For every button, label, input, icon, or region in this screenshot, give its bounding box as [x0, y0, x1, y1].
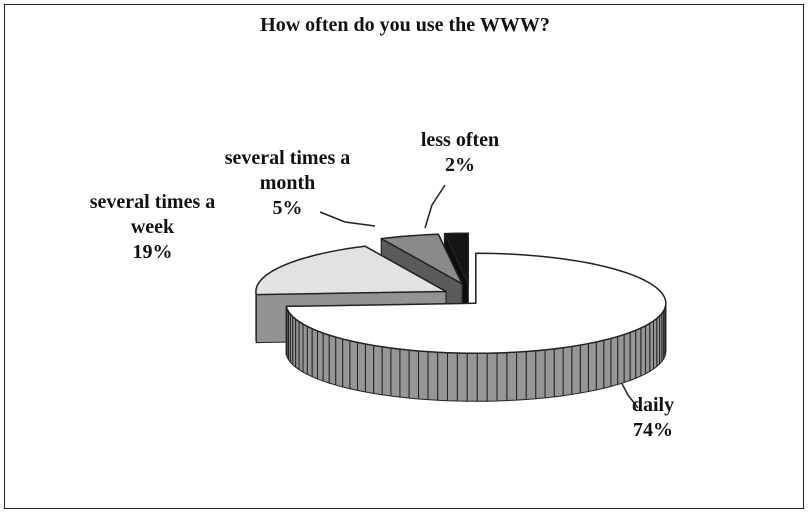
slice-side [466, 352, 478, 402]
category-label: daily [631, 394, 675, 416]
leader-lines [319, 184, 639, 409]
slice [443, 232, 469, 284]
slice [285, 252, 667, 355]
value-label: 2% [445, 154, 475, 176]
slice-side [381, 346, 392, 397]
slice [380, 233, 463, 285]
slice-side [316, 330, 324, 382]
slice-side [418, 350, 429, 401]
slice-side [525, 350, 537, 400]
slice-side [486, 352, 498, 402]
slice-label: less often 2% [400, 128, 520, 178]
slice-side [328, 334, 337, 386]
value-label: 19% [132, 241, 173, 263]
slice-side [610, 336, 619, 387]
slice-side [629, 329, 637, 381]
slice-side [437, 351, 449, 402]
slice-side [390, 347, 401, 398]
slice-side [335, 336, 344, 388]
leader-line [319, 211, 376, 227]
slice-side [427, 351, 439, 401]
slice-side [342, 338, 351, 390]
category-label: several times a week [89, 191, 216, 238]
value-label: 5% [272, 197, 303, 219]
slice-label: several times a month 5% [210, 146, 365, 221]
slice-side [571, 344, 581, 395]
category-label: less often [420, 129, 500, 151]
slice-side [399, 348, 410, 399]
slice-side [408, 349, 420, 400]
slice-side [306, 325, 313, 378]
slice-side [349, 340, 359, 391]
chart-frame [4, 4, 804, 509]
slice-side [456, 352, 468, 402]
slice-side [587, 341, 597, 393]
slice-side [476, 352, 488, 402]
slice-side [635, 327, 642, 379]
slice-side [579, 343, 589, 394]
slice-label: several times a week 19% [70, 190, 235, 265]
slice-side [302, 323, 308, 375]
slice-side [623, 331, 631, 384]
value-label: 74% [633, 419, 673, 441]
slice-side [595, 339, 605, 391]
leader-line [424, 184, 446, 229]
slice-side [295, 318, 300, 371]
slice-side [496, 352, 508, 402]
slice-side [649, 320, 655, 372]
slice-side [544, 348, 555, 399]
category-label: several times a month [224, 147, 351, 194]
slice-side [535, 349, 546, 400]
slice-side [603, 337, 612, 389]
slice-side [322, 332, 330, 384]
slice-side [311, 328, 318, 380]
slice-side [562, 345, 573, 397]
slice-side [364, 343, 375, 394]
slice-side [373, 344, 383, 396]
slice-side [506, 351, 518, 402]
slice-side [357, 341, 366, 393]
slice-label: daily 74% [613, 393, 693, 443]
slice-side [645, 322, 651, 375]
slice-side [298, 321, 304, 373]
slice-side [553, 347, 564, 398]
leader-line [619, 379, 639, 409]
slice-side [617, 334, 625, 386]
slice-side [640, 325, 647, 377]
slice-side [516, 350, 527, 401]
chart-title: How often do you use the WWW? [260, 14, 550, 36]
slice-side [447, 352, 458, 402]
slice [255, 245, 447, 296]
